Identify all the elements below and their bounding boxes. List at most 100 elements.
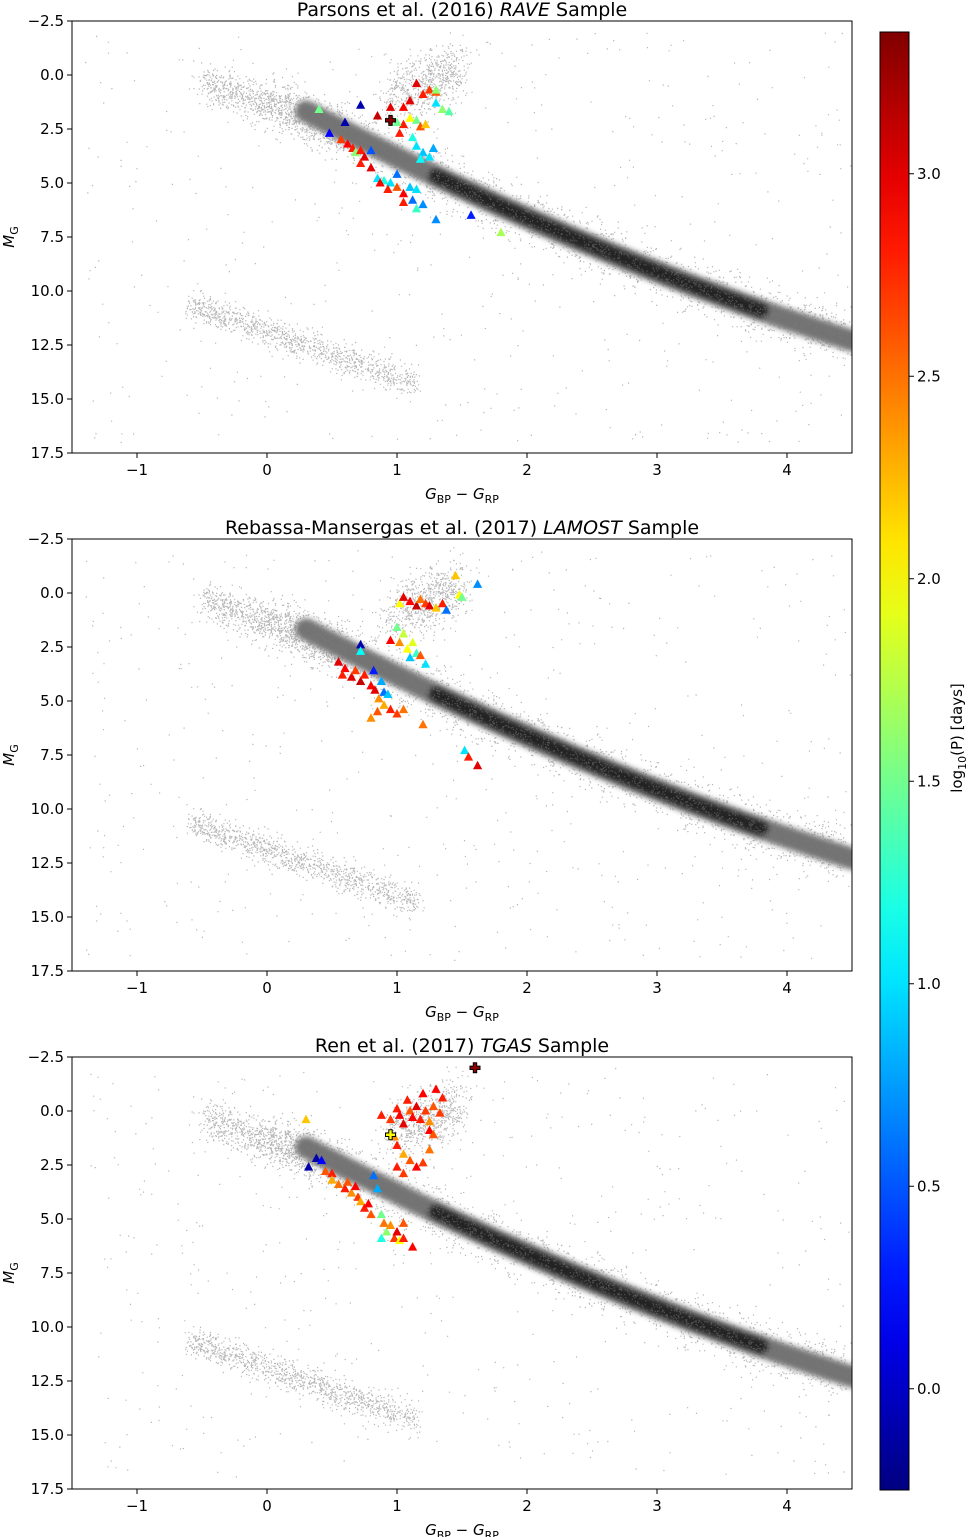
colorbar-ticks: 0.0 0.5 1.0 1.5 2.0 2.5 3.0 [909,165,941,1398]
y-tick-label: 15.0 [31,908,64,926]
chart-title: Rebassa-Mansergas et al. (2017) LAMOST S… [225,517,699,539]
data-point [405,113,415,122]
colorbar-tick-label: 1.0 [917,975,941,993]
y-tick-label: −2.5 [28,530,64,548]
data-point [369,665,379,675]
data-point [398,1118,409,1128]
data-point [398,188,409,198]
data-point [369,1170,379,1180]
data-point [385,1114,396,1124]
data-point [408,195,418,204]
data-point [376,1209,386,1219]
x-tick-label: 0 [262,461,272,479]
data-point [424,600,435,610]
data-point [383,184,393,193]
data-point-plus [469,1062,481,1074]
y-tick-label: −2.5 [28,12,64,30]
data-point [441,605,451,614]
data-point [379,700,389,709]
data-point [370,685,380,694]
data-point [415,121,425,131]
y-tick-label: 0.0 [40,66,64,84]
y-tick-label: 10.0 [31,282,64,300]
data-point [415,1114,425,1124]
data-point [415,154,425,163]
data-point [392,1103,402,1113]
data-point [411,1162,422,1171]
y-axis-label: MG [0,1262,21,1283]
data-point [301,1114,311,1124]
data-point [405,1155,415,1165]
data-point [398,197,409,206]
data-point [356,639,366,649]
data-point [418,89,428,98]
x-tick-label: 0 [262,979,272,997]
data-point-plus [385,114,396,126]
axes-frame [71,538,853,972]
x-tick-label: 2 [522,979,532,997]
x-tick-label: 2 [522,1497,532,1515]
data-point [421,1106,431,1115]
data-point [363,1198,373,1208]
data-point [408,1242,418,1251]
data-point [395,1110,405,1119]
data-point [320,1166,331,1175]
data-point [392,169,402,178]
colorbar-tick-label: 2.0 [917,570,941,588]
y-tick-label: −2.5 [28,1048,64,1066]
data-point [343,1177,353,1186]
data-point [372,1183,383,1193]
y-axis-label: MG [0,744,21,765]
data-point [418,147,428,157]
x-tick-label: 3 [652,461,662,479]
data-point [356,100,366,109]
data-point [317,1155,327,1165]
y-tick-label: 17.5 [31,1480,64,1498]
data-point [336,134,346,144]
data-point [392,117,402,127]
data-point-plus [385,1129,396,1141]
chart-title: Parsons et al. (2016) RAVE Sample [297,0,628,21]
data-point [424,1144,435,1154]
panel-3: −1 0 1 2 3 4 −2.5 0.0 2.5 5.0 7.5 10.0 12.5 15.0 17.5 R… [0,1035,853,1537]
data-point [437,598,448,608]
y-tick-label: 10.0 [31,1318,64,1336]
panel-1: −1 0 1 2 3 4 −2.5 0.0 2.5 5.0 7.5 10.0 12.5 15.0 17.5 P… [0,0,853,506]
data-point [418,719,428,729]
panel-2: −1 0 1 2 3 4 −2.5 0.0 2.5 5.0 7.5 10.0 12.5 15.0 17.5 R… [0,517,853,1024]
data-point [411,115,422,124]
data-point [398,1168,409,1178]
data-point [428,1129,438,1139]
data-point [356,1196,366,1206]
data-point [333,1179,344,1188]
data-point [374,693,384,703]
data-point [359,152,370,161]
y-tick-label: 15.0 [31,390,64,408]
data-point [366,1209,376,1219]
data-point [340,663,350,673]
data-point [395,128,405,137]
data-point [463,752,474,761]
chart-title: Ren et al. (2017) TGAS Sample [315,1035,609,1057]
data-point [437,104,448,114]
data-point [457,592,467,601]
data-point [398,1233,409,1242]
data-point [356,158,366,168]
y-tick-label: 2.5 [40,120,64,138]
data-points [333,570,483,770]
x-tick-label: −1 [126,1497,148,1515]
x-tick-label: 3 [652,979,662,997]
data-point [398,102,409,111]
data-point [366,162,376,172]
data-point [304,1162,314,1171]
y-tick-label: 5.0 [40,174,64,192]
data-point [402,644,412,653]
colorbar-tick-label: 3.0 [917,165,941,183]
x-tick-label: 1 [392,461,402,479]
data-point [411,600,422,610]
y-tick-label: 12.5 [31,336,64,354]
data-point [408,1112,418,1121]
colorbar-gradient [879,31,910,1491]
data-point [346,1188,357,1197]
data-point [395,1235,405,1245]
